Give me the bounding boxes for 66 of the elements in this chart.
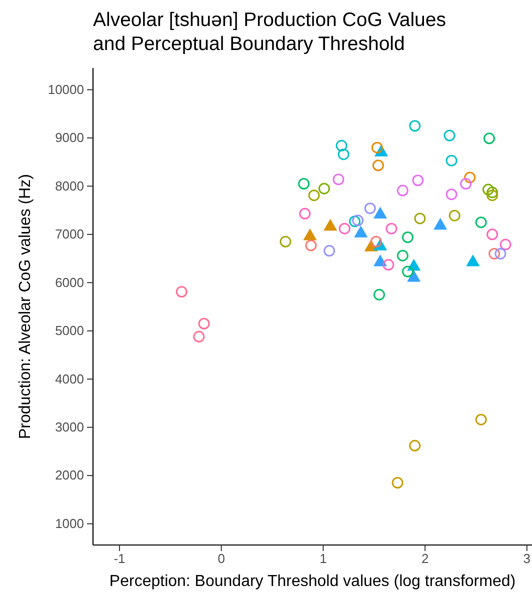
y-tick-label: 10000 [48,82,84,97]
point [305,240,317,252]
point [373,288,385,300]
point [392,477,404,489]
point [486,190,498,202]
point [298,178,310,190]
x-tick-label: 3 [523,551,531,566]
y-tick-label: 3000 [55,419,84,434]
point [444,130,456,142]
y-tick-label: 7000 [55,226,84,242]
point [370,236,382,248]
point [371,142,383,154]
point [486,186,498,198]
point [494,248,506,260]
point [299,208,311,220]
point [349,216,361,228]
point [446,188,458,200]
point [446,154,458,166]
point [318,182,330,194]
point [364,202,376,214]
x-tick-label: 1 [320,551,327,566]
point [483,132,495,144]
point [500,238,512,250]
point [482,184,494,196]
x-tick-label: 2 [421,551,429,566]
point [409,440,421,452]
y-tick-label: 6000 [55,274,84,290]
point [372,160,384,172]
point [386,222,398,234]
point [475,414,487,426]
x-tick-label: -1 [114,551,126,566]
point [402,266,414,278]
point [402,232,414,244]
point [488,248,500,260]
y-tick-label: 2000 [55,468,84,483]
y-tick-label: 5000 [55,323,84,338]
y-tick-label: 4000 [55,371,84,386]
point [280,236,292,248]
y-tick-label: 9000 [55,130,84,146]
point [396,184,408,196]
point [338,148,350,160]
point [396,250,408,262]
point [193,330,205,342]
point [332,174,344,186]
x-tick-label: 0 [218,551,225,566]
point [475,216,487,228]
point [464,172,476,184]
point [324,245,336,257]
point [338,222,350,234]
point [336,140,348,152]
point [448,210,460,222]
point [486,228,498,240]
point [414,212,426,224]
point [382,259,394,271]
chart-title: Alveolar [tshuən] Production CoG Values and Perceptual Boundary Threshold [93,9,446,55]
y-tick-label: 1000 [55,516,84,531]
x-axis-title: Perception: Boundary Threshold values (log transformed) [109,573,516,590]
point [352,214,364,226]
point [412,174,424,186]
y-axis-title: Production: Alveolar CoG values (Hz) [17,174,34,439]
point [409,120,421,132]
point [176,286,188,298]
point [308,190,320,202]
y-tick-label: 8000 [55,178,84,194]
point [198,318,210,330]
point [460,178,472,190]
